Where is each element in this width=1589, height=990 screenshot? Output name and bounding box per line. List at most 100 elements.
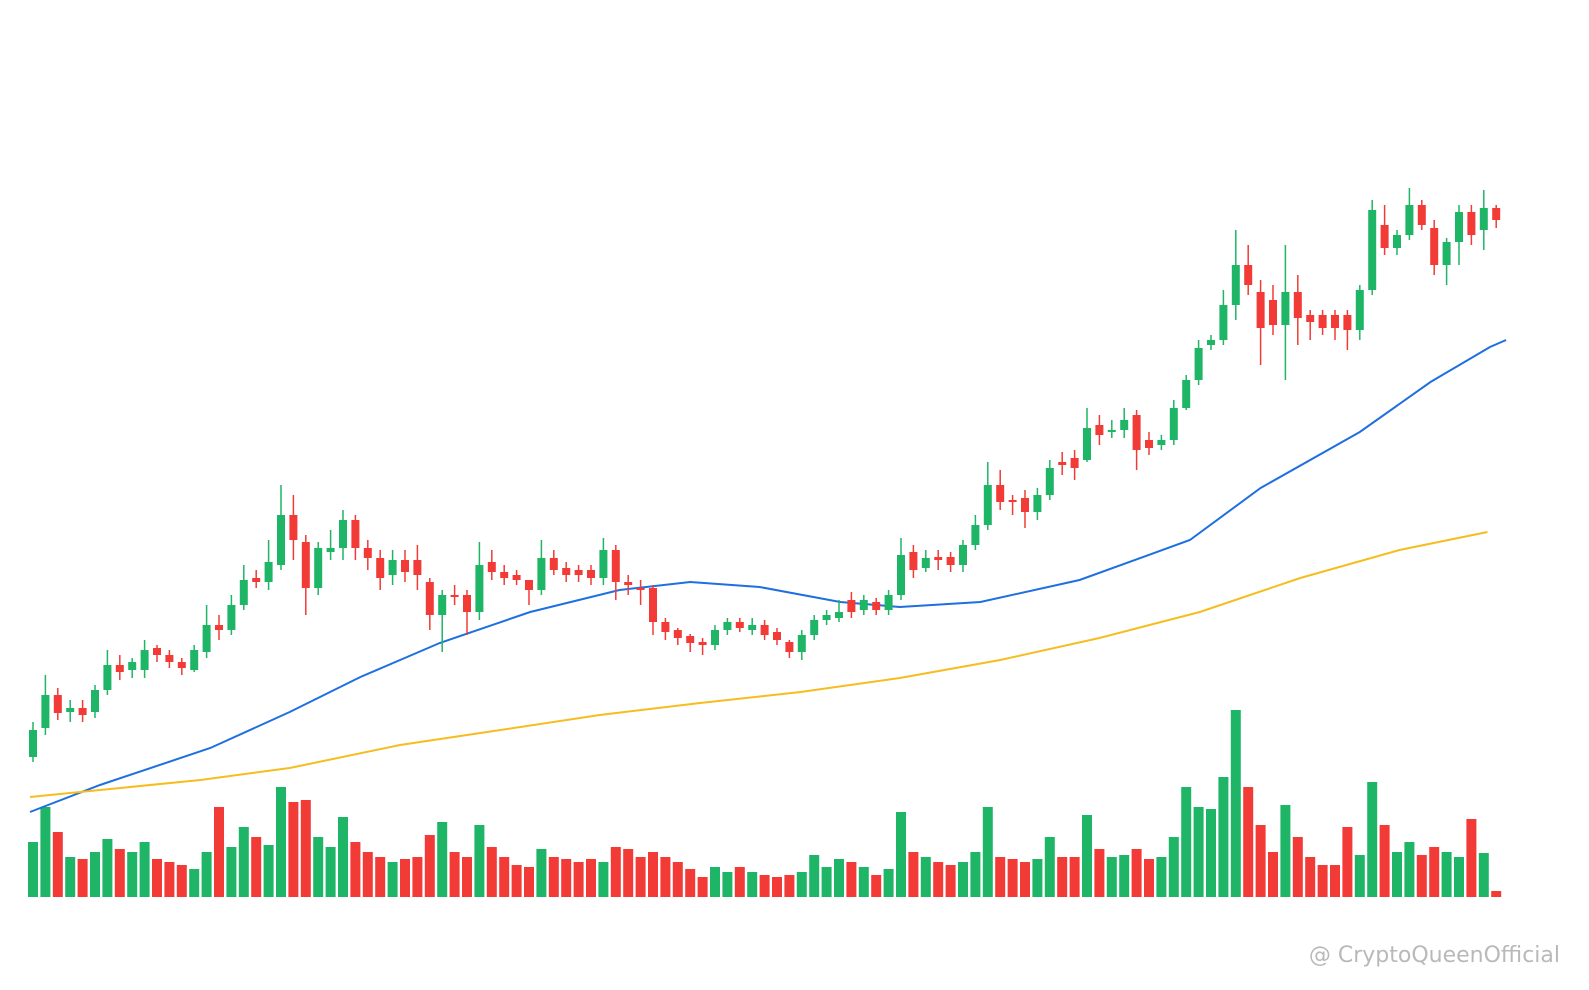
candle-body bbox=[1120, 420, 1129, 430]
volume-bar bbox=[40, 807, 51, 897]
candle-body bbox=[1107, 430, 1116, 432]
volume-bar bbox=[945, 865, 956, 897]
volume-bar bbox=[474, 825, 485, 897]
volume-bars bbox=[28, 710, 1502, 897]
volume-bar bbox=[1255, 825, 1266, 897]
candle-body bbox=[1430, 228, 1439, 265]
candle-body bbox=[785, 642, 794, 652]
candle-body bbox=[1293, 292, 1302, 318]
candle-body bbox=[1256, 292, 1265, 328]
volume-bar bbox=[1243, 787, 1254, 897]
candle-body bbox=[1281, 292, 1290, 325]
candle-body bbox=[388, 560, 397, 575]
volume-bar bbox=[449, 852, 460, 897]
volume-bar bbox=[1404, 842, 1415, 897]
volume-bar bbox=[648, 852, 658, 897]
volume-bar bbox=[300, 800, 311, 897]
volume-bar bbox=[1416, 855, 1427, 897]
candle-body bbox=[921, 558, 930, 568]
candle-body bbox=[438, 595, 447, 615]
volume-bar bbox=[586, 859, 596, 897]
candle-body bbox=[934, 557, 943, 560]
candle-body bbox=[277, 515, 285, 565]
volume-bar bbox=[982, 807, 993, 897]
candle-body bbox=[760, 625, 769, 635]
volume-bar bbox=[276, 787, 286, 897]
moving-averages bbox=[29, 339, 1507, 813]
volume-bar bbox=[995, 857, 1006, 897]
candle-body bbox=[1021, 498, 1029, 512]
candle-body bbox=[1479, 208, 1488, 230]
candle-body bbox=[897, 555, 905, 595]
volume-bar bbox=[958, 862, 968, 897]
volume-bar bbox=[846, 862, 857, 897]
candle-body bbox=[574, 570, 583, 575]
candle-body bbox=[202, 625, 211, 652]
candle-body bbox=[959, 545, 967, 565]
volume-bar bbox=[1094, 849, 1105, 897]
volume-bar bbox=[635, 857, 646, 897]
volume-bar bbox=[288, 802, 299, 897]
candle-body bbox=[810, 620, 819, 635]
volume-bar bbox=[784, 875, 795, 897]
volume-bar bbox=[486, 847, 497, 897]
candle-body bbox=[1083, 428, 1091, 460]
candle-body bbox=[946, 557, 955, 565]
candle-body bbox=[1455, 212, 1463, 242]
candle-body bbox=[103, 665, 112, 690]
candle-body bbox=[1368, 210, 1377, 290]
candle-body bbox=[401, 560, 409, 572]
candle-body bbox=[78, 708, 87, 715]
volume-bar bbox=[1156, 857, 1167, 897]
volume-bar bbox=[821, 867, 832, 897]
candle-body bbox=[289, 515, 298, 540]
moving-average-line bbox=[29, 531, 1488, 798]
candle-body bbox=[1070, 458, 1079, 468]
volume-bar bbox=[1292, 837, 1303, 897]
volume-bar bbox=[1268, 852, 1278, 897]
volume-bar bbox=[1429, 847, 1440, 897]
volume-bar bbox=[139, 842, 150, 897]
volume-bar bbox=[52, 832, 63, 897]
candle-body bbox=[587, 570, 595, 578]
volume-bar bbox=[400, 859, 410, 897]
volume-bar bbox=[127, 852, 138, 897]
candle-body bbox=[661, 622, 670, 632]
volume-bar bbox=[1218, 777, 1229, 897]
volume-bar bbox=[313, 837, 324, 897]
candle-body bbox=[339, 520, 347, 548]
candle-body bbox=[624, 582, 633, 585]
volume-bar bbox=[28, 842, 38, 897]
candle-body bbox=[500, 572, 509, 578]
volume-bar bbox=[610, 847, 621, 897]
candle-body bbox=[872, 602, 881, 610]
volume-bar bbox=[710, 867, 720, 897]
candle-body bbox=[884, 595, 893, 610]
volume-bar bbox=[871, 875, 882, 897]
candle-body bbox=[599, 550, 608, 578]
candle-body bbox=[1269, 300, 1277, 325]
candle-body bbox=[649, 588, 657, 622]
volume-bar bbox=[1044, 837, 1055, 897]
candle-body bbox=[413, 560, 422, 575]
volume-bar bbox=[858, 867, 869, 897]
candle-body bbox=[1058, 462, 1067, 465]
volume-bar bbox=[77, 859, 88, 897]
volume-bar bbox=[362, 852, 373, 897]
volume-bar bbox=[672, 862, 683, 897]
candle-body bbox=[1231, 265, 1240, 305]
volume-bar bbox=[350, 842, 361, 897]
volume-bar bbox=[970, 852, 981, 897]
volume-bar bbox=[325, 847, 336, 897]
candle-body bbox=[1194, 348, 1203, 380]
volume-bar bbox=[561, 859, 572, 897]
volume-bar bbox=[1354, 855, 1365, 897]
candle-body bbox=[239, 580, 248, 605]
candle-body bbox=[1393, 235, 1401, 248]
candle-body bbox=[971, 525, 980, 545]
candle-body bbox=[686, 636, 695, 643]
candle-body bbox=[611, 550, 620, 582]
candle-body bbox=[996, 485, 1005, 502]
volume-bar bbox=[176, 865, 187, 897]
